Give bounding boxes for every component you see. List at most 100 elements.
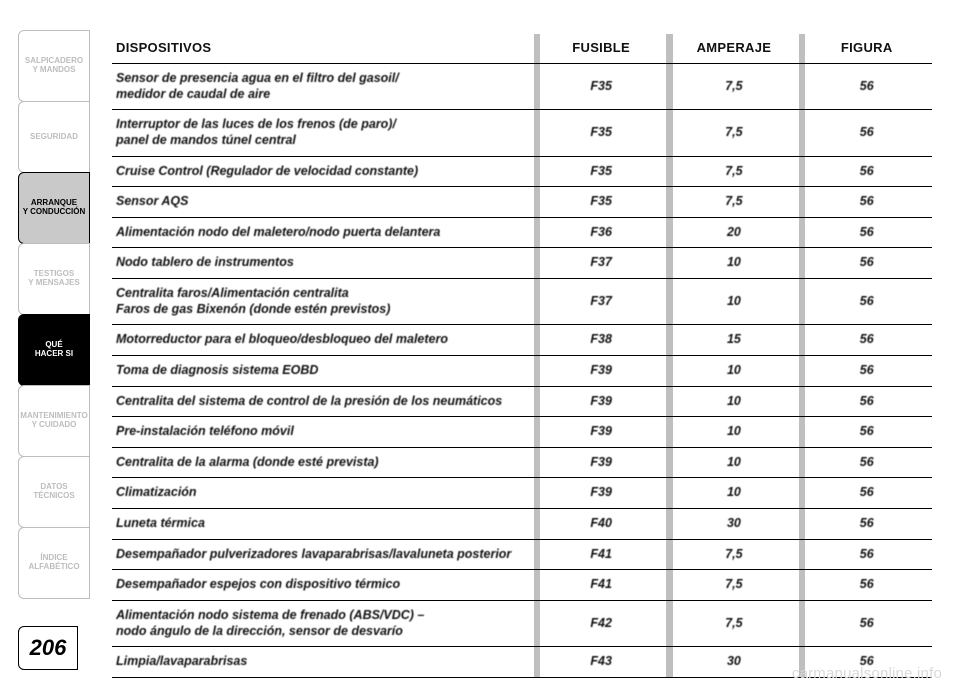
cell-amperage: 7,5 xyxy=(673,187,799,218)
cell-device: Nodo tablero de instrumentos xyxy=(112,248,534,279)
table-row: Centralita faros/Alimentación centralita… xyxy=(112,279,932,325)
cell-fuse: F39 xyxy=(540,417,666,448)
cell-device: Motorreductor para el bloqueo/desbloqueo… xyxy=(112,325,534,356)
table-row: Motorreductor para el bloqueo/desbloqueo… xyxy=(112,325,932,356)
watermark-text: carmanualsonline.info xyxy=(792,665,942,682)
sidebar-tab-label: MANTENIMIENTOY CUIDADO xyxy=(20,412,87,430)
cell-device: Centralita faros/Alimentación centralita… xyxy=(112,279,534,325)
table-row: Desempañador pulverizadores lavaparabris… xyxy=(112,539,932,570)
sidebar-tab[interactable]: SALPICADEROY MANDOS xyxy=(18,30,90,102)
cell-amperage: 15 xyxy=(673,325,799,356)
cell-fuse: F39 xyxy=(540,386,666,417)
cell-figure: 56 xyxy=(805,509,932,540)
cell-device: Desempañador espejos con dispositivo tér… xyxy=(112,570,534,601)
cell-amperage: 7,5 xyxy=(673,156,799,187)
cell-amperage: 7,5 xyxy=(673,64,799,110)
cell-amperage: 10 xyxy=(673,248,799,279)
page-number: 206 xyxy=(30,635,67,661)
cell-fuse: F35 xyxy=(540,156,666,187)
fuse-table: DISPOSITIVOS FUSIBLE AMPERAJE FIGURA Sen… xyxy=(112,34,932,678)
cell-fuse: F39 xyxy=(540,355,666,386)
cell-amperage: 7,5 xyxy=(673,110,799,156)
cell-device: Alimentación nodo del maletero/nodo puer… xyxy=(112,217,534,248)
cell-amperage: 20 xyxy=(673,217,799,248)
table-row: Centralita de la alarma (donde esté prev… xyxy=(112,447,932,478)
cell-amperage: 10 xyxy=(673,355,799,386)
cell-fuse: F39 xyxy=(540,447,666,478)
sidebar-tab[interactable]: ARRANQUEY CONDUCCIÓN xyxy=(18,172,90,244)
sidebar-tab-label: TESTIGOSY MENSAJES xyxy=(28,270,79,288)
cell-amperage: 30 xyxy=(673,647,799,678)
sidebar-tab[interactable]: DATOSTÉCNICOS xyxy=(18,456,90,528)
cell-amperage: 10 xyxy=(673,386,799,417)
cell-fuse: F35 xyxy=(540,110,666,156)
cell-fuse: F37 xyxy=(540,279,666,325)
table-row: Desempañador espejos con dispositivo tér… xyxy=(112,570,932,601)
cell-amperage: 10 xyxy=(673,279,799,325)
cell-amperage: 10 xyxy=(673,417,799,448)
cell-amperage: 10 xyxy=(673,478,799,509)
sidebar-tab-label: DATOSTÉCNICOS xyxy=(33,483,74,501)
cell-device: Interruptor de las luces de los frenos (… xyxy=(112,110,534,156)
cell-figure: 56 xyxy=(805,156,932,187)
table-row: Pre-instalación teléfono móvilF391056 xyxy=(112,417,932,448)
cell-amperage: 7,5 xyxy=(673,570,799,601)
col-header-fig: FIGURA xyxy=(805,34,932,64)
table-row: Cruise Control (Regulador de velocidad c… xyxy=(112,156,932,187)
cell-figure: 56 xyxy=(805,539,932,570)
cell-device: Luneta térmica xyxy=(112,509,534,540)
cell-amperage: 7,5 xyxy=(673,600,799,646)
cell-figure: 56 xyxy=(805,447,932,478)
sidebar-tab[interactable]: SEGURIDAD xyxy=(18,101,90,173)
sidebar-tab[interactable]: MANTENIMIENTOY CUIDADO xyxy=(18,385,90,457)
table-row: ClimatizaciónF391056 xyxy=(112,478,932,509)
cell-fuse: F36 xyxy=(540,217,666,248)
sidebar-tab[interactable]: ÍNDICEALFABÉTICO xyxy=(18,527,90,599)
manual-page: SALPICADEROY MANDOS SEGURIDAD ARRANQUEY CO… xyxy=(0,0,960,692)
cell-fuse: F43 xyxy=(540,647,666,678)
table-row: Nodo tablero de instrumentosF371056 xyxy=(112,248,932,279)
cell-device: Limpia/lavaparabrisas xyxy=(112,647,534,678)
cell-figure: 56 xyxy=(805,325,932,356)
cell-fuse: F42 xyxy=(540,600,666,646)
cell-device: Desempañador pulverizadores lavaparabris… xyxy=(112,539,534,570)
table-row: Alimentación nodo sistema de frenado (AB… xyxy=(112,600,932,646)
cell-figure: 56 xyxy=(805,386,932,417)
cell-fuse: F35 xyxy=(540,187,666,218)
sidebar-tab[interactable]: QUÉHACER SI xyxy=(18,314,90,386)
cell-device: Alimentación nodo sistema de frenado (AB… xyxy=(112,600,534,646)
cell-figure: 56 xyxy=(805,417,932,448)
cell-device: Sensor de presencia agua en el filtro de… xyxy=(112,64,534,110)
cell-device: Pre-instalación teléfono móvil xyxy=(112,417,534,448)
table-row: Luneta térmicaF403056 xyxy=(112,509,932,540)
cell-amperage: 30 xyxy=(673,509,799,540)
cell-device: Climatización xyxy=(112,478,534,509)
cell-figure: 56 xyxy=(805,187,932,218)
table-row: Alimentación nodo del maletero/nodo puer… xyxy=(112,217,932,248)
fuse-table-container: DISPOSITIVOS FUSIBLE AMPERAJE FIGURA Sen… xyxy=(112,34,932,678)
cell-device: Sensor AQS xyxy=(112,187,534,218)
table-row: Sensor de presencia agua en el filtro de… xyxy=(112,64,932,110)
cell-fuse: F35 xyxy=(540,64,666,110)
sidebar-tabs: SALPICADEROY MANDOS SEGURIDAD ARRANQUEY CO… xyxy=(18,30,90,598)
table-row: Sensor AQSF357,556 xyxy=(112,187,932,218)
col-header-devices: DISPOSITIVOS xyxy=(112,34,534,64)
sidebar-tab-label: SEGURIDAD xyxy=(30,133,78,142)
sidebar-tab-label: SALPICADEROY MANDOS xyxy=(25,57,83,75)
cell-fuse: F39 xyxy=(540,478,666,509)
cell-figure: 56 xyxy=(805,64,932,110)
sidebar-tab[interactable]: TESTIGOSY MENSAJES xyxy=(18,243,90,315)
table-row: Centralita del sistema de control de la … xyxy=(112,386,932,417)
sidebar-tab-label: ARRANQUEY CONDUCCIÓN xyxy=(23,199,86,217)
col-header-fuse: FUSIBLE xyxy=(540,34,666,64)
sidebar-tab-label: ÍNDICEALFABÉTICO xyxy=(28,554,79,572)
cell-amperage: 10 xyxy=(673,447,799,478)
col-header-amp: AMPERAJE xyxy=(673,34,799,64)
cell-fuse: F41 xyxy=(540,539,666,570)
cell-figure: 56 xyxy=(805,217,932,248)
cell-device: Centralita del sistema de control de la … xyxy=(112,386,534,417)
cell-figure: 56 xyxy=(805,600,932,646)
cell-device: Centralita de la alarma (donde esté prev… xyxy=(112,447,534,478)
cell-figure: 56 xyxy=(805,478,932,509)
table-row: Toma de diagnosis sistema EOBDF391056 xyxy=(112,355,932,386)
